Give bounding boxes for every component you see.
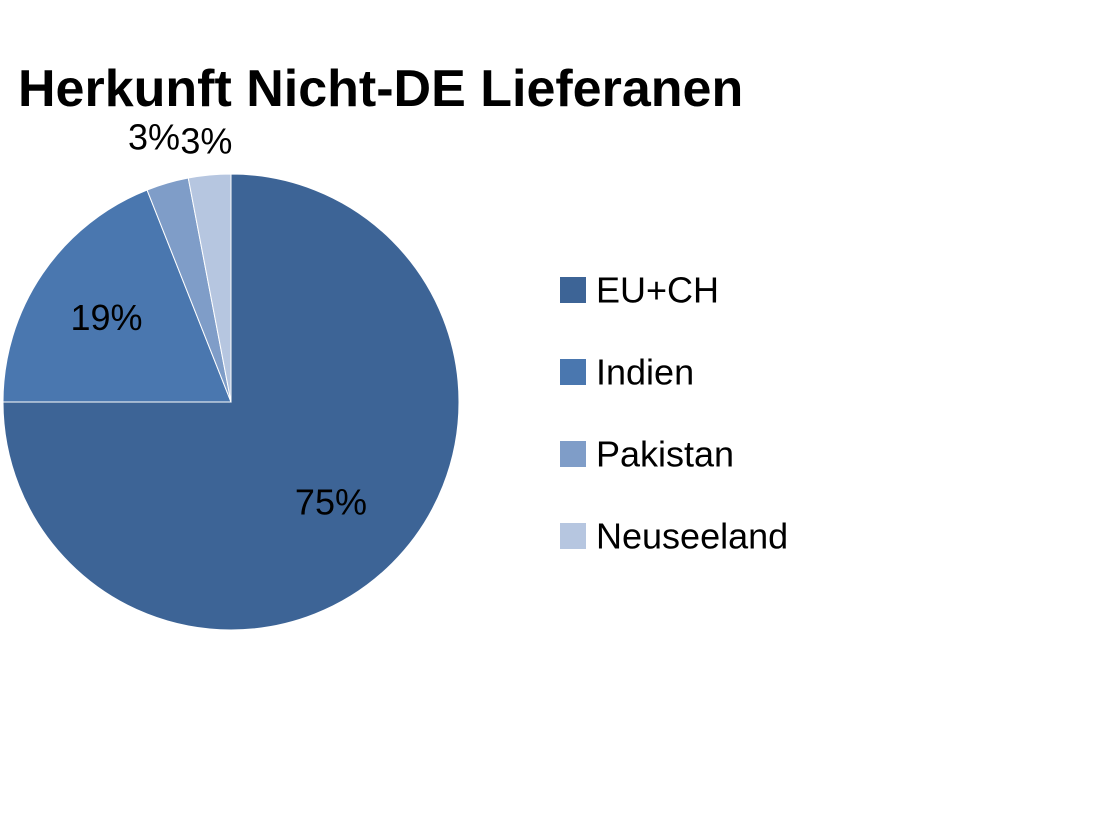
legend-swatch — [560, 523, 586, 549]
legend-label: Pakistan — [596, 434, 734, 475]
legend-swatch — [560, 441, 586, 467]
legend-label: Neuseeland — [596, 516, 788, 557]
data-label: 3% — [128, 116, 180, 157]
data-label: 3% — [180, 121, 232, 162]
pie-slice-neuseeland — [187, 173, 232, 403]
legend-label: EU+CH — [596, 270, 719, 311]
legend-label: Indien — [596, 352, 694, 393]
legend-swatch — [560, 359, 586, 385]
chart-title: Herkunft Nicht-DE Lieferanen — [18, 60, 743, 118]
pie-slices — [2, 173, 460, 631]
pie-slice-indien — [2, 189, 232, 403]
data-label: 19% — [71, 297, 143, 338]
pie-slice-eu-ch — [2, 173, 460, 631]
data-label: 75% — [295, 481, 367, 522]
data-labels: 75% 19% 3% 3% — [71, 116, 367, 522]
legend-swatch — [560, 277, 586, 303]
legend: EU+CH Indien Pakistan Neuseeland — [560, 270, 788, 557]
